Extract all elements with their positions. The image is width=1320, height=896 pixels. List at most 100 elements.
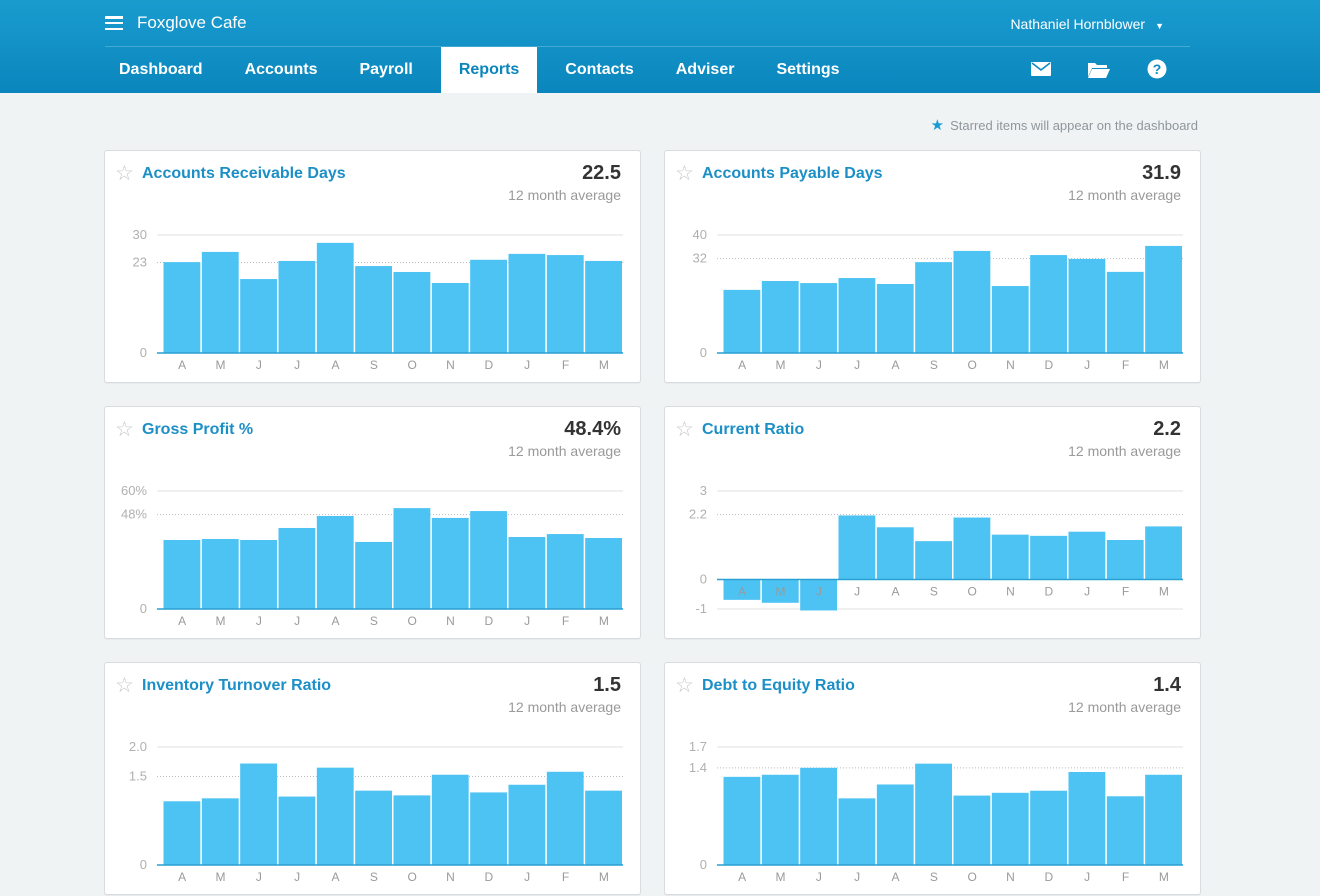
- report-title[interactable]: Inventory Turnover Ratio: [142, 677, 332, 694]
- bar: [163, 801, 201, 865]
- star-icon[interactable]: ☆: [115, 674, 134, 697]
- y-tick-label: 0: [700, 572, 707, 587]
- bar: [393, 271, 431, 353]
- bar: [723, 289, 761, 353]
- x-tick-label: A: [738, 870, 746, 884]
- help-icon[interactable]: ?: [1146, 58, 1168, 80]
- bar: [355, 790, 392, 865]
- x-tick-label: J: [256, 614, 262, 628]
- report-title[interactable]: Accounts Receivable Days: [142, 165, 346, 182]
- nav-tab-adviser[interactable]: Adviser: [675, 61, 735, 78]
- bar: [800, 283, 837, 353]
- report-card: ☆ Gross Profit % 48.4% 12 month average 0…: [104, 406, 641, 639]
- x-tick-label: J: [816, 585, 822, 599]
- report-card: ☆ Inventory Turnover Ratio 1.5 12 month …: [104, 662, 641, 895]
- x-tick-label: J: [524, 358, 530, 372]
- star-icon[interactable]: ☆: [115, 418, 134, 441]
- bar: [876, 527, 914, 580]
- bar: [470, 792, 507, 865]
- star-icon[interactable]: ☆: [675, 162, 694, 185]
- star-icon[interactable]: ☆: [675, 418, 694, 441]
- x-tick-label: D: [1044, 358, 1053, 372]
- bar: [278, 527, 316, 609]
- report-title[interactable]: Accounts Payable Days: [702, 165, 883, 182]
- x-tick-label: F: [1122, 870, 1129, 884]
- nav-tab-dashboard[interactable]: Dashboard: [119, 61, 203, 78]
- bar: [393, 508, 431, 609]
- bar: [316, 515, 354, 609]
- x-tick-label: A: [331, 614, 339, 628]
- x-tick-label: O: [407, 614, 416, 628]
- x-tick-label: O: [407, 870, 416, 884]
- report-card: ☆ Accounts Receivable Days 22.5 12 month…: [104, 150, 641, 383]
- y-tick-label: 1.4: [689, 760, 707, 775]
- user-menu[interactable]: Nathaniel Hornblower ▼: [1010, 16, 1164, 32]
- x-tick-label: J: [256, 358, 262, 372]
- x-tick-label: A: [891, 870, 899, 884]
- org-switcher[interactable]: Foxglove Cafe: [105, 13, 247, 33]
- x-tick-label: J: [294, 614, 300, 628]
- x-tick-label: S: [930, 358, 938, 372]
- report-title[interactable]: Gross Profit %: [142, 421, 254, 438]
- bar: [278, 796, 316, 865]
- bar-chart: 0 32 40 A M J J A S O N D J F M: [693, 227, 1183, 372]
- nav-tab-contacts[interactable]: Contacts: [565, 61, 634, 78]
- x-tick-label: S: [930, 870, 938, 884]
- x-tick-label: M: [1159, 870, 1169, 884]
- top-header: Foxglove Cafe Nathaniel Hornblower ▼ Dash…: [0, 0, 1320, 93]
- x-tick-label: J: [1084, 585, 1090, 599]
- bar: [201, 798, 239, 865]
- bar: [431, 517, 469, 609]
- report-title[interactable]: Debt to Equity Ratio: [702, 677, 855, 694]
- x-tick-label: J: [816, 358, 822, 372]
- y-tick-label: 1.7: [689, 739, 707, 754]
- bar: [915, 262, 952, 353]
- bar: [393, 795, 431, 865]
- nav-tab-accounts[interactable]: Accounts: [244, 61, 318, 78]
- x-tick-label: A: [738, 358, 746, 372]
- x-tick-label: O: [967, 585, 976, 599]
- x-tick-label: M: [1159, 358, 1169, 372]
- bar: [723, 776, 761, 865]
- chevron-down-icon: ▼: [1155, 21, 1164, 31]
- menu-icon[interactable]: [105, 16, 123, 30]
- bar-chart: 0 23 30 A M J J A S O N D J F M: [133, 227, 623, 372]
- x-tick-label: D: [484, 870, 493, 884]
- x-tick-label: D: [484, 358, 493, 372]
- x-tick-label: M: [599, 358, 609, 372]
- bar: [991, 534, 1029, 580]
- y-tick-label: 40: [693, 227, 707, 242]
- nav-tab-settings[interactable]: Settings: [776, 61, 840, 78]
- report-card: ☆ Current Ratio 2.2 12 month average -1 0 2…: [664, 406, 1201, 639]
- folder-icon[interactable]: [1088, 58, 1110, 80]
- x-tick-label: O: [967, 870, 976, 884]
- report-title[interactable]: Current Ratio: [702, 421, 805, 438]
- bar: [508, 537, 546, 609]
- x-tick-label: O: [967, 358, 976, 372]
- summary-value: 22.5: [582, 162, 621, 184]
- star-icon[interactable]: ☆: [675, 674, 694, 697]
- bar: [1030, 255, 1067, 353]
- bar: [431, 774, 469, 865]
- y-tick-label: 32: [693, 251, 707, 266]
- nav-tab-payroll[interactable]: Payroll: [359, 61, 413, 78]
- bar: [915, 541, 952, 580]
- mail-icon[interactable]: [1030, 58, 1052, 80]
- summary-value: 48.4%: [564, 418, 621, 440]
- report-card: ☆ Accounts Payable Days 31.9 12 month av…: [664, 150, 1201, 383]
- summary-value: 1.5: [593, 674, 621, 696]
- x-tick-label: A: [178, 870, 186, 884]
- star-icon[interactable]: ☆: [115, 162, 134, 185]
- bar: [876, 283, 914, 353]
- bar: [240, 763, 277, 865]
- x-tick-label: N: [446, 614, 455, 628]
- nav-tab-reports[interactable]: Reports: [440, 47, 538, 93]
- bar: [585, 790, 622, 865]
- bar: [1068, 531, 1106, 580]
- bar: [800, 579, 837, 611]
- x-tick-label: A: [891, 358, 899, 372]
- user-name: Nathaniel Hornblower: [1010, 16, 1146, 32]
- x-tick-label: M: [776, 585, 786, 599]
- x-tick-label: A: [331, 358, 339, 372]
- bar: [876, 784, 914, 865]
